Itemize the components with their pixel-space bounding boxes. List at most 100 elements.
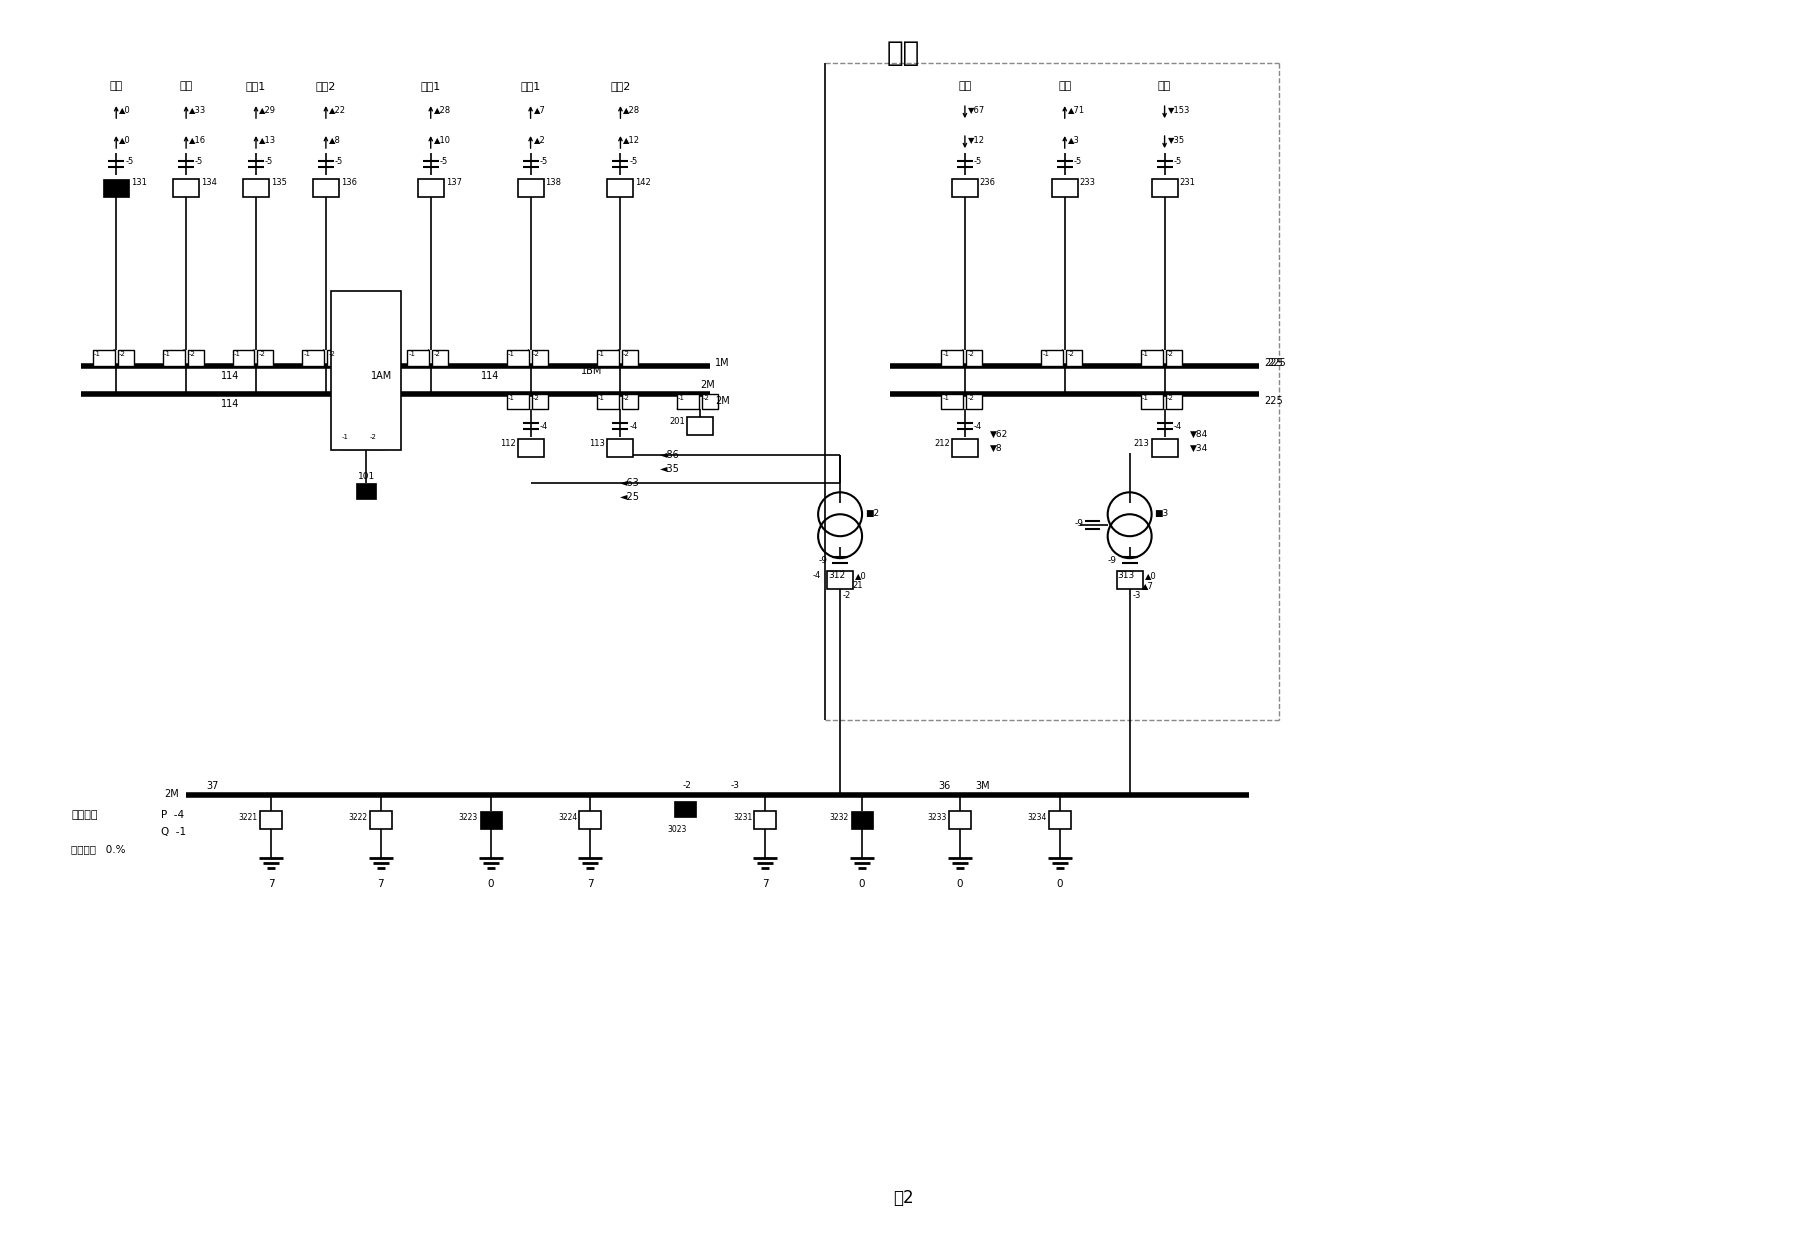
Text: ▲0: ▲0	[119, 135, 132, 145]
Text: 3234: 3234	[1027, 813, 1047, 821]
Bar	[260, 810, 282, 829]
Text: 7: 7	[762, 879, 769, 889]
Text: ▲16: ▲16	[190, 135, 206, 145]
Bar	[951, 439, 977, 458]
Text: -1: -1	[341, 434, 348, 440]
Text: -5: -5	[973, 156, 982, 166]
Text: -2: -2	[967, 395, 973, 400]
Text: 0: 0	[957, 879, 962, 889]
Text: 献县1: 献县1	[421, 82, 440, 92]
Text: -2: -2	[623, 351, 630, 356]
Text: 201: 201	[670, 416, 684, 426]
Text: -9: -9	[1074, 518, 1083, 528]
Text: 乐寿: 乐寿	[886, 39, 919, 68]
Text: 0: 0	[1056, 879, 1063, 889]
Bar	[1065, 350, 1081, 366]
Text: ■2: ■2	[865, 508, 879, 518]
Text: -1: -1	[942, 395, 949, 400]
Text: -1: -1	[677, 395, 684, 400]
Text: -3: -3	[1132, 591, 1141, 600]
Text: 3223: 3223	[458, 813, 477, 821]
Text: -5: -5	[439, 156, 448, 166]
Text: 36: 36	[937, 781, 949, 791]
Text: ◄25: ◄25	[621, 492, 641, 502]
Text: 功率因数   0.%: 功率因数 0.%	[70, 844, 126, 854]
Text: ▲0: ▲0	[854, 571, 866, 580]
Bar	[1152, 179, 1177, 198]
Text: ▼62: ▼62	[989, 429, 1007, 439]
Text: ▲22: ▲22	[329, 106, 347, 114]
Text: 213: 213	[1134, 439, 1150, 448]
Bar	[1049, 810, 1070, 829]
Text: ▲2: ▲2	[532, 135, 545, 145]
Bar	[1041, 350, 1063, 366]
Text: 236: 236	[980, 179, 995, 187]
Text: ▲71: ▲71	[1067, 106, 1085, 114]
Text: -1: -1	[94, 351, 101, 356]
Text: ▼84: ▼84	[1189, 429, 1208, 439]
Text: -2: -2	[433, 351, 440, 356]
Bar	[431, 350, 448, 366]
Text: 113: 113	[588, 439, 605, 448]
Text: -1: -1	[942, 351, 949, 356]
Text: -1: -1	[164, 351, 170, 356]
Text: 135: 135	[271, 179, 287, 187]
Text: 田庄: 田庄	[958, 82, 971, 92]
Text: 2M: 2M	[715, 395, 729, 405]
Bar	[330, 291, 401, 450]
Text: 112: 112	[500, 439, 514, 448]
Text: ▼12: ▼12	[967, 135, 984, 145]
Bar	[327, 350, 343, 366]
Bar	[507, 394, 529, 410]
Text: 2M: 2M	[700, 380, 715, 390]
Text: ▲3: ▲3	[1067, 135, 1079, 145]
Text: 章西: 章西	[1058, 82, 1070, 92]
Text: 0: 0	[487, 879, 493, 889]
Text: 3232: 3232	[828, 813, 848, 821]
Bar	[1141, 394, 1162, 410]
Text: 231: 231	[1179, 179, 1195, 187]
Text: -1: -1	[408, 351, 415, 356]
Text: -1: -1	[507, 395, 514, 400]
Text: -1: -1	[233, 351, 240, 356]
Text: 乐岭2: 乐岭2	[316, 82, 336, 92]
Bar	[606, 439, 634, 458]
Bar	[1141, 350, 1162, 366]
Text: 1AM: 1AM	[370, 371, 392, 381]
Bar	[597, 350, 619, 366]
Bar	[233, 350, 255, 366]
Text: 乐段1: 乐段1	[520, 82, 540, 92]
Bar	[948, 810, 971, 829]
Text: 233: 233	[1079, 179, 1096, 187]
Bar	[518, 439, 543, 458]
Text: 1M: 1M	[715, 357, 729, 367]
Bar	[621, 394, 637, 410]
Text: -2: -2	[119, 351, 126, 356]
Text: -9: -9	[818, 556, 827, 565]
Text: -1: -1	[303, 351, 310, 356]
Text: 3222: 3222	[348, 813, 368, 821]
Text: -5: -5	[630, 156, 637, 166]
Text: 225: 225	[1267, 357, 1285, 367]
Text: 3224: 3224	[558, 813, 578, 821]
Text: 137: 137	[446, 179, 462, 187]
Bar	[370, 810, 392, 829]
Text: ▲0: ▲0	[1144, 571, 1155, 580]
Text: ▲13: ▲13	[258, 135, 276, 145]
Text: 131: 131	[132, 179, 146, 187]
Bar	[940, 394, 962, 410]
Bar	[850, 810, 872, 829]
Bar	[258, 350, 273, 366]
Text: -2: -2	[702, 395, 709, 400]
Bar	[480, 810, 502, 829]
Text: 3233: 3233	[928, 813, 946, 821]
Bar	[408, 350, 430, 366]
Text: -2: -2	[329, 351, 336, 356]
Text: 淮镇: 淮镇	[179, 82, 193, 92]
Text: ▲33: ▲33	[190, 106, 206, 114]
Text: ▲28: ▲28	[623, 106, 641, 114]
Text: 7: 7	[267, 879, 274, 889]
Text: ■3: ■3	[1153, 508, 1168, 518]
Bar	[677, 394, 699, 410]
Bar	[1152, 439, 1177, 458]
